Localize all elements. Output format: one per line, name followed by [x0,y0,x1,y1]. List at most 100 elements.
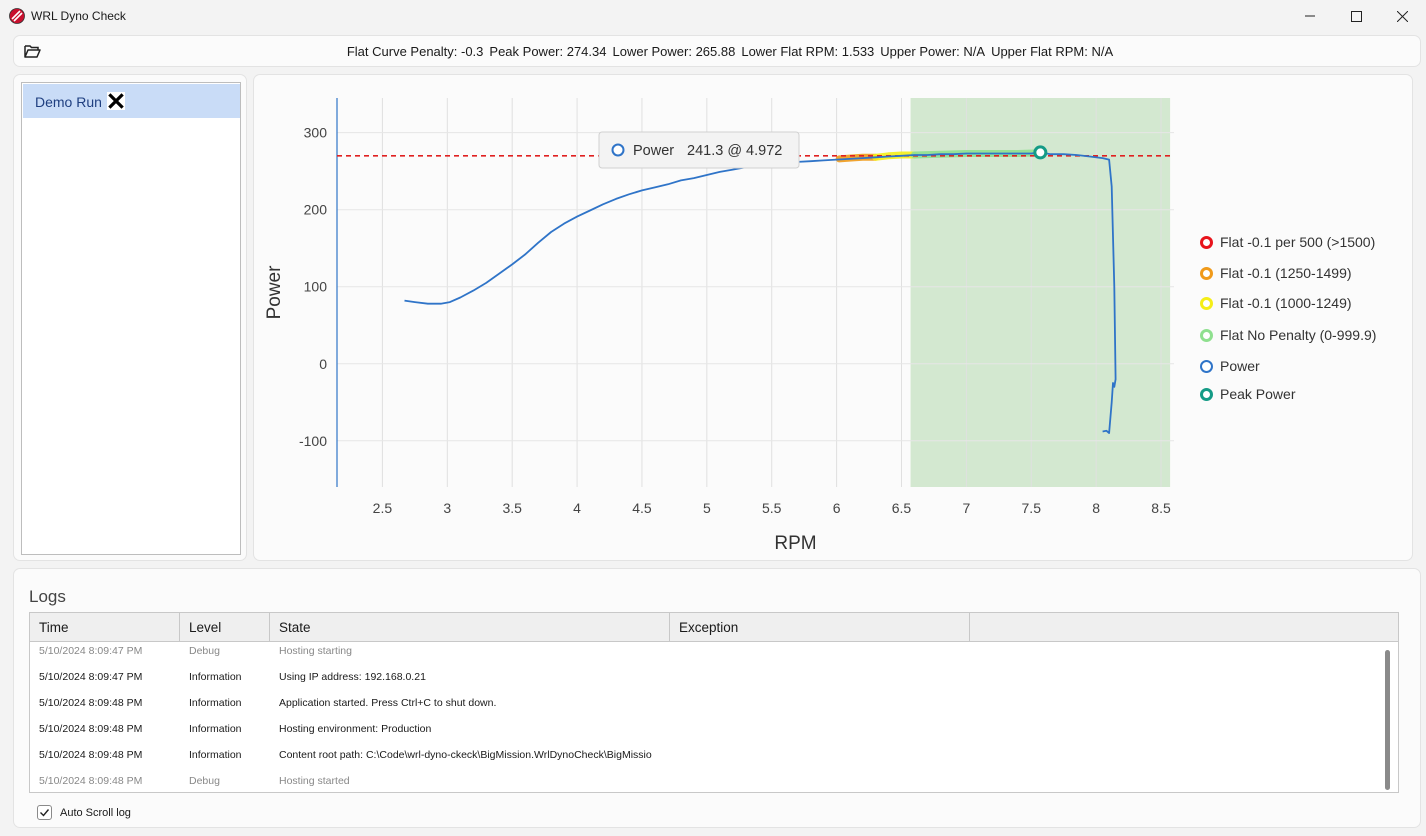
legend-marker-icon [1200,359,1213,373]
cell-state: Hosting starting [279,645,352,657]
title-bar: WRL Dyno Check [0,0,1426,32]
cell-state: Hosting environment: Production [279,723,432,735]
x-axis-label: RPM [774,533,816,554]
app-logo-icon [9,8,25,24]
legend-label: Flat No Penalty (0-999.9) [1220,327,1377,343]
flat-region-band [910,98,1171,487]
table-row[interactable]: 5/10/2024 8:09:48 PM Information Content r… [30,742,1380,768]
legend-item[interactable]: Flat No Penalty (0-999.9) [1200,327,1376,343]
lower-power: Lower Power: 265.88 [612,44,736,59]
legend-label: Power [1220,358,1260,374]
table-row[interactable]: 5/10/2024 8:09:48 PM Debug Hosting started [30,768,1380,792]
list-item[interactable]: Demo Run [23,84,240,118]
x-tick-label: 2.5 [373,500,393,516]
x-tick-label: 8.5 [1151,500,1171,516]
close-window-button[interactable] [1379,0,1425,32]
legend-marker-icon [1200,235,1213,249]
table-row[interactable]: 5/10/2024 8:09:47 PM Information Using IP … [30,664,1380,690]
tooltip-series-name: Power [633,143,674,159]
y-tick-label: 200 [304,202,328,218]
vertical-scrollbar[interactable] [1385,650,1390,790]
table-row[interactable]: 5/10/2024 8:09:47 PM Debug Hosting startin… [30,638,1380,664]
y-tick-label: -100 [299,433,327,449]
legend-marker-icon [1200,296,1213,310]
flat-curve-penalty: Flat Curve Penalty: -0.3 [346,44,484,59]
table-row[interactable]: 5/10/2024 8:09:48 PM Information Hosting e… [30,716,1380,742]
cell-time: 5/10/2024 8:09:48 PM [39,723,143,735]
window-title: WRL Dyno Check [31,9,126,23]
y-tick-label: 0 [319,356,327,372]
legend-item[interactable]: Flat -0.1 (1250-1499) [1200,265,1352,281]
folder-open-icon[interactable] [24,44,41,59]
cell-time: 5/10/2024 8:09:48 PM [39,697,143,709]
x-tick-label: 7 [962,500,970,516]
column-header-exception[interactable]: Exception [670,613,970,642]
x-tick-label: 4 [573,500,581,516]
x-tick-label: 5.5 [762,500,782,516]
cell-state: Using IP address: 192.168.0.21 [279,671,426,683]
legend-item[interactable]: Power [1200,358,1260,374]
power-series-line[interactable] [404,151,1117,435]
cell-time: 5/10/2024 8:09:48 PM [39,749,143,761]
maximize-button[interactable] [1333,0,1379,32]
y-tick-label: 100 [304,279,328,295]
table-row[interactable]: 5/10/2024 8:09:48 PM Information Applicati… [30,690,1380,716]
x-tick-label: 3 [443,500,451,516]
x-tick-label: 6 [833,500,841,516]
x-tick-label: 8 [1092,500,1100,516]
cell-level: Information [189,671,242,683]
power-chart[interactable]: 2.5 3 3.5 4 4.5 5 5.5 6 6.5 7 7.5 8 8.5 300 200 100 0 -10… [254,75,1414,562]
cell-level: Debug [189,645,220,657]
cell-time: 5/10/2024 8:09:47 PM [39,645,143,657]
checkmark-icon [40,809,50,817]
x-tick-label: 6.5 [892,500,912,516]
auto-scroll-checkbox[interactable] [37,805,52,820]
column-header-state[interactable]: State [270,613,670,642]
x-tick-label: 5 [703,500,711,516]
legend-label: Flat -0.1 per 500 (>1500) [1220,234,1376,250]
close-x-icon[interactable] [107,92,125,110]
minimize-icon [1305,15,1315,17]
x-tick-label: 4.5 [632,500,652,516]
cell-state: Application started. Press Ctrl+C to shu… [279,697,497,709]
auto-scroll-toggle[interactable]: Auto Scroll log [37,805,131,820]
tooltip-value: 241.3 @ 4.972 [687,143,782,159]
close-icon [1396,10,1408,22]
run-name: Demo Run [35,94,102,110]
legend-item[interactable]: Flat -0.1 per 500 (>1500) [1200,234,1375,250]
cell-time: 5/10/2024 8:09:47 PM [39,671,143,683]
lower-flat-rpm: Lower Flat RPM: 1.533 [741,44,875,59]
x-tick-label: 3.5 [502,500,522,516]
minimize-button[interactable] [1287,0,1333,32]
y-tick-label: 300 [304,125,328,141]
cell-state: Content root path: C:\Code\wrl-dyno-ckec… [279,749,652,761]
maximize-icon [1350,10,1362,22]
legend-label: Flat -0.1 (1250-1499) [1220,265,1352,281]
legend-marker-icon [1200,387,1213,401]
logs-panel: Logs Time Level State Exception 5/10/202… [13,568,1421,828]
summary-stats: Flat Curve Penalty: -0.3 Peak Power: 274.… [14,44,1420,59]
legend-marker-icon [1200,266,1213,280]
peak-power-marker[interactable] [1033,145,1048,160]
legend-marker-icon [1200,328,1213,342]
cell-level: Information [189,723,242,735]
column-header-time[interactable]: Time [30,613,180,642]
tooltip-box [598,131,800,169]
runs-panel: Demo Run [13,74,247,561]
summary-bar: Flat Curve Penalty: -0.3 Peak Power: 274.… [13,35,1421,67]
cell-state: Hosting started [279,775,350,787]
logs-title: Logs [29,587,66,606]
upper-power: Upper Power: N/A [880,44,986,59]
cell-time: 5/10/2024 8:09:48 PM [39,775,143,787]
column-header-level[interactable]: Level [180,613,270,642]
logs-grid[interactable]: Time Level State Exception 5/10/2024 8:0… [29,612,1399,793]
upper-flat-rpm: Upper Flat RPM: N/A [991,44,1114,59]
chart-panel: 2.5 3 3.5 4 4.5 5 5.5 6 6.5 7 7.5 8 8.5 300 200 100 0 -10… [253,74,1413,561]
cell-level: Information [189,697,242,709]
legend-label: Flat -0.1 (1000-1249) [1220,295,1352,311]
auto-scroll-label: Auto Scroll log [60,806,131,819]
cell-level: Debug [189,775,220,787]
runs-list[interactable]: Demo Run [21,82,241,555]
legend-item[interactable]: Peak Power [1200,386,1295,402]
legend-item[interactable]: Flat -0.1 (1000-1249) [1200,295,1352,311]
